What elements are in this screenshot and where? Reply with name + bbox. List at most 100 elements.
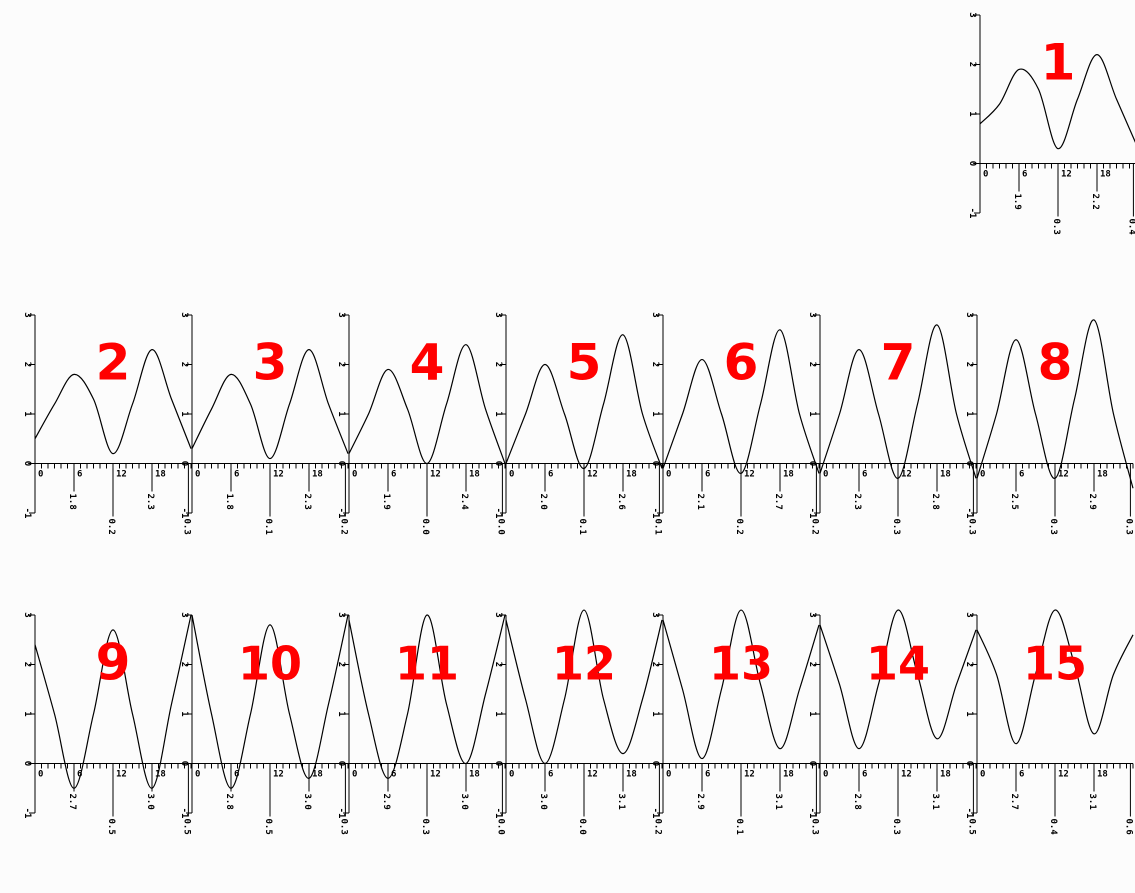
x-tick-label: 12 xyxy=(587,470,598,480)
x-tick-label: 6 xyxy=(862,770,867,780)
y-tick-label: 0 xyxy=(964,761,974,766)
trough-label: 0.3 xyxy=(181,519,191,535)
y-tick-label: 0 xyxy=(807,761,817,766)
y-tick-label: 0 xyxy=(336,461,346,466)
trough-label: 0.2 xyxy=(106,519,116,535)
x-tick-label: 18 xyxy=(940,770,951,780)
y-tick-label: 3 xyxy=(22,612,32,617)
peak-label: 2.9 xyxy=(381,794,391,810)
trough-label: 0.0 xyxy=(495,819,505,835)
peak-label: 2.4 xyxy=(459,494,469,511)
y-tick-label: -1 xyxy=(22,808,32,819)
trough-label: 0.3 xyxy=(891,519,901,535)
y-tick-label: 3 xyxy=(807,312,817,317)
x-tick-label: 6 xyxy=(234,470,239,480)
trough-label: 0.1 xyxy=(263,519,273,535)
x-tick-label: 18 xyxy=(1097,770,1108,780)
y-tick-label: 3 xyxy=(807,612,817,617)
y-tick-label: 3 xyxy=(179,312,189,317)
panel-number-label: 2 xyxy=(96,333,131,391)
y-tick-label: 2 xyxy=(336,362,346,367)
panel-number-label: 8 xyxy=(1038,333,1073,391)
x-tick-label: 0 xyxy=(509,470,514,480)
panel-number-label: 14 xyxy=(866,636,930,690)
trough-label: 0.0 xyxy=(495,519,505,535)
peak-label: 2.8 xyxy=(224,794,234,810)
x-tick-label: 18 xyxy=(469,470,480,480)
panel-number-label: 11 xyxy=(395,636,459,690)
peak-label: 2.1 xyxy=(695,494,705,510)
trough-label: 0.5 xyxy=(966,819,976,835)
trough-label: 0.2 xyxy=(734,519,744,535)
y-tick-label: 3 xyxy=(967,12,977,17)
y-tick-label: 2 xyxy=(807,662,817,667)
y-tick-label: -1 xyxy=(179,808,189,819)
y-tick-label: 2 xyxy=(967,62,977,67)
x-tick-label: 6 xyxy=(77,470,82,480)
x-tick-label: 0 xyxy=(195,470,200,480)
x-tick-label: 0 xyxy=(352,470,357,480)
x-tick-label: 18 xyxy=(783,770,794,780)
trough-label: 0.1 xyxy=(652,519,662,535)
trough-label: 0.3 xyxy=(809,819,819,835)
peak-label: 1.8 xyxy=(67,494,77,510)
y-tick-label: -1 xyxy=(650,808,660,819)
y-tick-label: 3 xyxy=(964,612,974,617)
peak-label: 3.0 xyxy=(145,794,155,810)
y-tick-label: 3 xyxy=(336,312,346,317)
y-tick-label: 2 xyxy=(964,362,974,367)
trough-label: 0.3 xyxy=(966,519,976,535)
y-tick-label: 1 xyxy=(179,411,189,416)
x-tick-label: 6 xyxy=(705,470,710,480)
trough-label: 0.4 xyxy=(1126,219,1135,236)
trough-label: 0.5 xyxy=(106,819,116,835)
x-tick-label: 12 xyxy=(1058,770,1069,780)
y-tick-label: 2 xyxy=(493,662,503,667)
trough-label: 0.6 xyxy=(1123,819,1133,835)
y-tick-label: -1 xyxy=(967,208,977,219)
x-tick-label: 6 xyxy=(705,770,710,780)
y-tick-label: 0 xyxy=(493,461,503,466)
x-tick-label: 18 xyxy=(312,470,323,480)
peak-label: 2.9 xyxy=(695,794,705,810)
series-line xyxy=(819,324,977,479)
y-tick-label: 1 xyxy=(22,711,32,716)
y-tick-label: 1 xyxy=(964,411,974,416)
series-line xyxy=(662,329,820,475)
y-tick-label: 0 xyxy=(22,461,32,466)
panel-1: -10123061218241.92.20.30.41 xyxy=(967,12,1135,235)
x-tick-label: 12 xyxy=(744,770,755,780)
x-tick-label: 0 xyxy=(38,770,43,780)
x-tick-label: 12 xyxy=(901,770,912,780)
peak-label: 2.8 xyxy=(852,794,862,810)
y-tick-label: 3 xyxy=(964,312,974,317)
series-line xyxy=(662,609,820,760)
y-tick-label: 3 xyxy=(179,612,189,617)
series-line xyxy=(819,609,977,750)
x-tick-label: 12 xyxy=(430,770,441,780)
x-tick-label: 6 xyxy=(548,770,553,780)
y-tick-label: 3 xyxy=(493,612,503,617)
series-line xyxy=(976,609,1134,745)
y-tick-label: -1 xyxy=(964,808,974,819)
trough-label: 0.1 xyxy=(734,819,744,835)
y-tick-label: 2 xyxy=(179,662,189,667)
x-tick-label: 0 xyxy=(38,470,43,480)
peak-label: 2.5 xyxy=(1009,494,1019,510)
peak-label: 3.1 xyxy=(616,794,626,810)
series-line xyxy=(979,54,1135,150)
peak-label: 3.0 xyxy=(459,794,469,810)
trough-label: 0.4 xyxy=(1048,819,1058,836)
peak-label: 2.0 xyxy=(538,494,548,510)
series-line xyxy=(191,614,349,789)
x-tick-label: 0 xyxy=(980,470,985,480)
x-tick-label: 6 xyxy=(862,470,867,480)
x-tick-label: 6 xyxy=(548,470,553,480)
x-tick-label: 18 xyxy=(783,470,794,480)
x-tick-label: 6 xyxy=(1019,470,1024,480)
trough-label: 0.3 xyxy=(1051,219,1061,235)
